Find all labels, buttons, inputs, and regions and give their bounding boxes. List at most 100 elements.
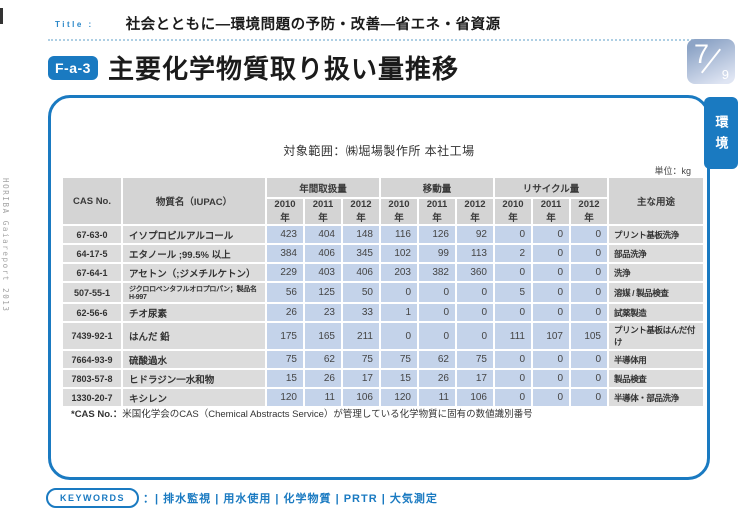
recycle-value-cell: 0 bbox=[533, 264, 569, 281]
header-usage: 主な用途 bbox=[609, 178, 703, 224]
recycle-value-cell: 0 bbox=[533, 351, 569, 368]
substance-name-cell: ヒドラジン一水和物 bbox=[123, 370, 265, 387]
transfer-value-cell: 203 bbox=[381, 264, 417, 281]
table-row: 7664-93-9 硫酸過水 75 62 75 75 62 75 0 0 0 半導体用 bbox=[63, 351, 703, 368]
transfer-value-cell: 75 bbox=[381, 351, 417, 368]
usage-cell: プリント基板はんだ付け bbox=[609, 323, 703, 349]
scope-line: 対象範囲：㈱堀場製作所 本社工場 bbox=[283, 144, 475, 158]
header-year: 2012 年 bbox=[343, 199, 379, 224]
recycle-value-cell: 5 bbox=[495, 283, 531, 302]
section-heading-row: F-a-3 主要化学物質取り扱い量推移 bbox=[48, 49, 459, 86]
cas-cell: 507-55-1 bbox=[63, 283, 121, 302]
handling-value-cell: 406 bbox=[305, 245, 341, 262]
header-cas: CAS No. bbox=[63, 178, 121, 224]
handling-value-cell: 175 bbox=[267, 323, 303, 349]
section-code-badge: F-a-3 bbox=[48, 55, 98, 80]
transfer-value-cell: 0 bbox=[381, 283, 417, 302]
transfer-value-cell: 0 bbox=[457, 304, 493, 321]
cas-cell: 64-17-5 bbox=[63, 245, 121, 262]
usage-cell: 半導体・部品洗浄 bbox=[609, 389, 703, 406]
cas-footnote-text: 米国化学会のCAS（Chemical Abstracts Service）が管理… bbox=[122, 409, 533, 420]
transfer-value-cell: 0 bbox=[381, 323, 417, 349]
keywords-text: ：| 排水監視 | 用水使用 | 化学物質 | PRTR | 大気測定 bbox=[143, 493, 438, 505]
keywords-pill: KEYWORDS bbox=[46, 488, 140, 508]
header-year: 2012 年 bbox=[571, 199, 607, 224]
handling-value-cell: 15 bbox=[267, 370, 303, 387]
transfer-value-cell: 106 bbox=[457, 389, 493, 406]
handling-value-cell: 423 bbox=[267, 226, 303, 243]
keywords-row: KEYWORDS ：| 排水監視 | 用水使用 | 化学物質 | PRTR | … bbox=[46, 488, 438, 508]
page-title: 主要化学物質取り扱い量推移 bbox=[107, 54, 459, 84]
handling-value-cell: 148 bbox=[343, 226, 379, 243]
recycle-value-cell: 0 bbox=[495, 264, 531, 281]
transfer-value-cell: 0 bbox=[457, 323, 493, 349]
cas-cell: 7803-57-8 bbox=[63, 370, 121, 387]
recycle-value-cell: 111 bbox=[495, 323, 531, 349]
header-substance-name: 物質名（IUPAC） bbox=[123, 178, 265, 224]
table-row: 1330-20-7 キシレン 120 11 106 120 11 106 0 0 0 半導体・部品洗浄 bbox=[63, 389, 703, 406]
table-row: 7439-92-1 はんだ 鉛 175 165 211 0 0 0 111 107 105 プリント基… bbox=[63, 323, 703, 349]
recycle-value-cell: 0 bbox=[495, 389, 531, 406]
header-year: 2011 年 bbox=[419, 199, 455, 224]
crop-mark bbox=[0, 8, 3, 24]
substance-table-body: 67-63-0 イソプロピルアルコール 423 404 148 116 126 92 0 0 0 プリ… bbox=[63, 226, 703, 406]
page-number-current: 7 bbox=[694, 39, 710, 69]
cas-cell: 67-64-1 bbox=[63, 264, 121, 281]
chapter-title: 社会とともに―環境問題の予防・改善―省エネ・省資源 bbox=[125, 17, 501, 33]
transfer-value-cell: 1 bbox=[381, 304, 417, 321]
page-number-total: 9 bbox=[721, 67, 729, 82]
usage-cell: プリント基板洗浄 bbox=[609, 226, 703, 243]
transfer-value-cell: 17 bbox=[457, 370, 493, 387]
transfer-value-cell: 126 bbox=[419, 226, 455, 243]
transfer-value-cell: 11 bbox=[419, 389, 455, 406]
substance-name-cell: イソプロピルアルコール bbox=[123, 226, 265, 243]
content-panel: 対象範囲：㈱堀場製作所 本社工場 単位：kg CAS No. 物質名（IUPAC… bbox=[48, 95, 710, 480]
usage-cell: 部品洗浄 bbox=[609, 245, 703, 262]
usage-cell: 製品検査 bbox=[609, 370, 703, 387]
transfer-value-cell: 26 bbox=[419, 370, 455, 387]
handling-value-cell: 106 bbox=[343, 389, 379, 406]
page-number-badge: 7 9 bbox=[687, 39, 735, 84]
recycle-value-cell: 0 bbox=[571, 389, 607, 406]
usage-cell: 試薬製造 bbox=[609, 304, 703, 321]
substance-name-cell: はんだ 鉛 bbox=[123, 323, 265, 349]
handling-value-cell: 211 bbox=[343, 323, 379, 349]
report-title-row: Title : 社会とともに―環境問題の予防・改善―省エネ・省資源 bbox=[55, 13, 501, 34]
cas-cell: 7439-92-1 bbox=[63, 323, 121, 349]
handling-value-cell: 120 bbox=[267, 389, 303, 406]
handling-value-cell: 75 bbox=[267, 351, 303, 368]
recycle-value-cell: 0 bbox=[533, 283, 569, 302]
handling-value-cell: 404 bbox=[305, 226, 341, 243]
chapter-tab-environment: 環境 bbox=[704, 97, 738, 169]
transfer-value-cell: 99 bbox=[419, 245, 455, 262]
handling-value-cell: 33 bbox=[343, 304, 379, 321]
recycle-value-cell: 0 bbox=[571, 304, 607, 321]
header-year: 2012 年 bbox=[457, 199, 493, 224]
recycle-value-cell: 2 bbox=[495, 245, 531, 262]
substance-name-cell: 硫酸過水 bbox=[123, 351, 265, 368]
report-spine-text: HORIBA Gaiareport 2013 bbox=[1, 178, 10, 313]
recycle-value-cell: 0 bbox=[495, 370, 531, 387]
handling-value-cell: 50 bbox=[343, 283, 379, 302]
handling-value-cell: 17 bbox=[343, 370, 379, 387]
recycle-value-cell: 0 bbox=[495, 226, 531, 243]
table-row: 62-56-6 チオ尿素 26 23 33 1 0 0 0 0 0 試薬製造 bbox=[63, 304, 703, 321]
cas-cell: 7664-93-9 bbox=[63, 351, 121, 368]
recycle-value-cell: 0 bbox=[571, 351, 607, 368]
header-year: 2010 年 bbox=[267, 199, 303, 224]
substance-name-cell: エタノール ;99.5% 以上 bbox=[123, 245, 265, 262]
recycle-value-cell: 0 bbox=[571, 264, 607, 281]
usage-cell: 洗浄 bbox=[609, 264, 703, 281]
header-year: 2011 年 bbox=[305, 199, 341, 224]
transfer-value-cell: 0 bbox=[419, 304, 455, 321]
handling-value-cell: 403 bbox=[305, 264, 341, 281]
header-year: 2010 年 bbox=[381, 199, 417, 224]
handling-value-cell: 125 bbox=[305, 283, 341, 302]
transfer-value-cell: 0 bbox=[419, 323, 455, 349]
handling-value-cell: 75 bbox=[343, 351, 379, 368]
header-group-transfer: 移動量 bbox=[381, 178, 493, 197]
dotted-divider bbox=[48, 39, 712, 41]
recycle-value-cell: 107 bbox=[533, 323, 569, 349]
transfer-value-cell: 113 bbox=[457, 245, 493, 262]
table-row: 64-17-5 エタノール ;99.5% 以上 384 406 345 102 99 113 2… bbox=[63, 245, 703, 262]
